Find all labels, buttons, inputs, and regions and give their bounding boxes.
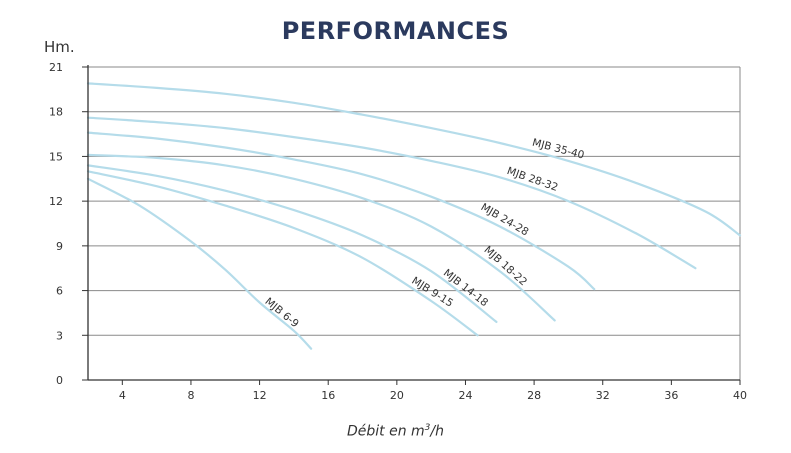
- x-tick-label-8: 8: [187, 389, 194, 402]
- curve-mjb-24-28: [86, 131, 596, 291]
- curve-mjb-35-40: [86, 82, 742, 237]
- chart-title: PERFORMANCES: [281, 17, 510, 45]
- series-label-mjb-18-22: MJB 18-22: [482, 244, 530, 288]
- y-tick-label-15: 15: [49, 150, 63, 163]
- curve-mjb-6-9: [86, 177, 313, 350]
- x-tick-label-24: 24: [458, 389, 472, 402]
- x-axis-label-sup: 3: [424, 423, 431, 433]
- x-tick-label-4: 4: [119, 389, 126, 402]
- y-tick-label-3: 3: [56, 329, 63, 342]
- curve-mjb-9-15: [86, 170, 479, 337]
- x-tick-label-32: 32: [596, 389, 610, 402]
- x-tick-label-28: 28: [527, 389, 541, 402]
- y-axis-label: Hm.: [44, 38, 75, 56]
- y-tick-label-0: 0: [56, 374, 63, 387]
- x-tick-label-12: 12: [253, 389, 267, 402]
- x-axis-label-prefix: Débit en m: [346, 423, 425, 440]
- y-tick-label-9: 9: [56, 240, 63, 253]
- curve-mjb-28-32: [86, 116, 697, 270]
- curve-layer: [86, 82, 742, 350]
- curve-mjb-18-22: [86, 153, 556, 322]
- x-tick-label-36: 36: [664, 389, 678, 402]
- y-tick-label-18: 18: [49, 106, 63, 119]
- x-tick-label-40: 40: [733, 389, 747, 402]
- x-axis-label: Débit en m3/h: [0, 423, 791, 440]
- x-tick-label-16: 16: [321, 389, 335, 402]
- series-label-mjb-28-32: MJB 28-32: [505, 165, 559, 194]
- y-tick-label-12: 12: [49, 195, 63, 208]
- x-axis-label-suffix: /h: [430, 423, 444, 440]
- x-tick-label-20: 20: [390, 389, 404, 402]
- y-tick-label-6: 6: [56, 285, 63, 298]
- y-tick-label-21: 21: [49, 61, 63, 74]
- series-label-mjb-6-9: MJB 6-9: [263, 296, 301, 331]
- curve-mjb-14-18: [86, 164, 498, 323]
- grid-layer: [88, 66, 741, 380]
